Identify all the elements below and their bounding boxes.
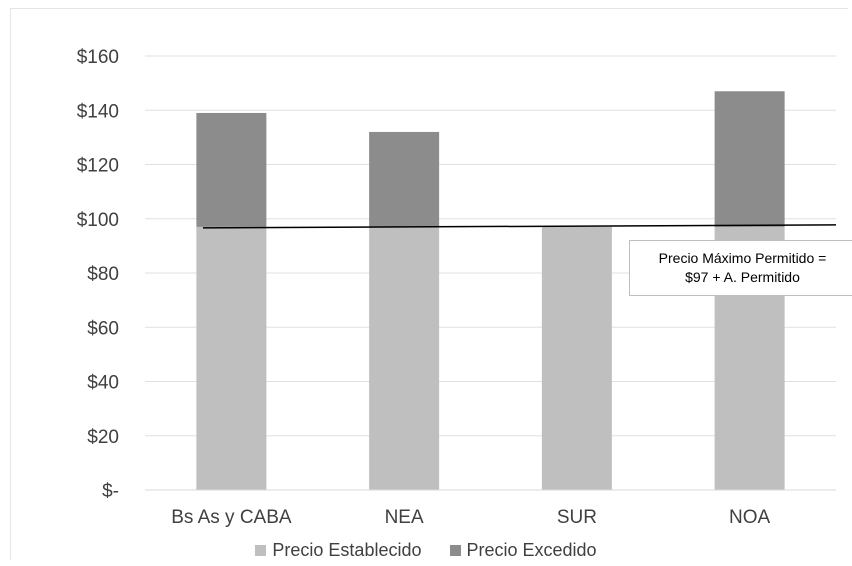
legend-swatch-precio-establecido xyxy=(255,544,267,556)
x-tick-label: Bs As y CABA xyxy=(171,507,292,528)
bar-precio-establecido xyxy=(541,226,612,490)
y-tick-label: $40 xyxy=(87,373,119,394)
annotation-line-2: $97 + A. Permitido xyxy=(685,269,800,285)
bar-precio-establecido xyxy=(196,226,267,490)
axes: $- $20 $40 $60 $80 $100 $120 $140 $160 Bs As y CA… xyxy=(77,47,836,528)
y-tick-label: $140 xyxy=(77,101,119,122)
reference-line-layer xyxy=(202,224,837,229)
bar-precio-establecido xyxy=(369,226,440,490)
legend-item-precio-establecido: Precio Establecido xyxy=(255,539,422,561)
bar-precio-excedido xyxy=(196,112,267,227)
y-tick-label: $100 xyxy=(77,210,119,231)
x-tick-label: NOA xyxy=(729,507,771,528)
legend-swatch-precio-excedido xyxy=(449,544,461,556)
y-tick-label: $60 xyxy=(87,318,119,339)
x-tick-label: NEA xyxy=(385,507,424,528)
chart-frame xyxy=(10,8,848,560)
annotation-box: Precio Máximo Permitido = $97 + A. Permi… xyxy=(629,240,852,296)
legend: Precio Establecido Precio Excedido xyxy=(0,538,852,562)
y-tick-label: $80 xyxy=(87,264,119,285)
reference-line xyxy=(202,224,837,229)
y-tick-label: $160 xyxy=(77,47,119,68)
bar-precio-excedido xyxy=(369,131,440,227)
x-tick-label: SUR xyxy=(557,507,597,528)
legend-label-precio-excedido: Precio Excedido xyxy=(466,539,597,560)
legend-label-precio-establecido: Precio Establecido xyxy=(272,539,422,560)
bar-precio-excedido xyxy=(714,91,785,227)
legend-item-precio-excedido: Precio Excedido xyxy=(449,539,597,561)
y-tick-label: $- xyxy=(102,481,119,502)
bars xyxy=(196,91,785,490)
annotation-line-1: Precio Máximo Permitido = xyxy=(658,250,827,266)
y-tick-label: $20 xyxy=(87,427,119,448)
y-tick-label: $120 xyxy=(77,156,119,177)
